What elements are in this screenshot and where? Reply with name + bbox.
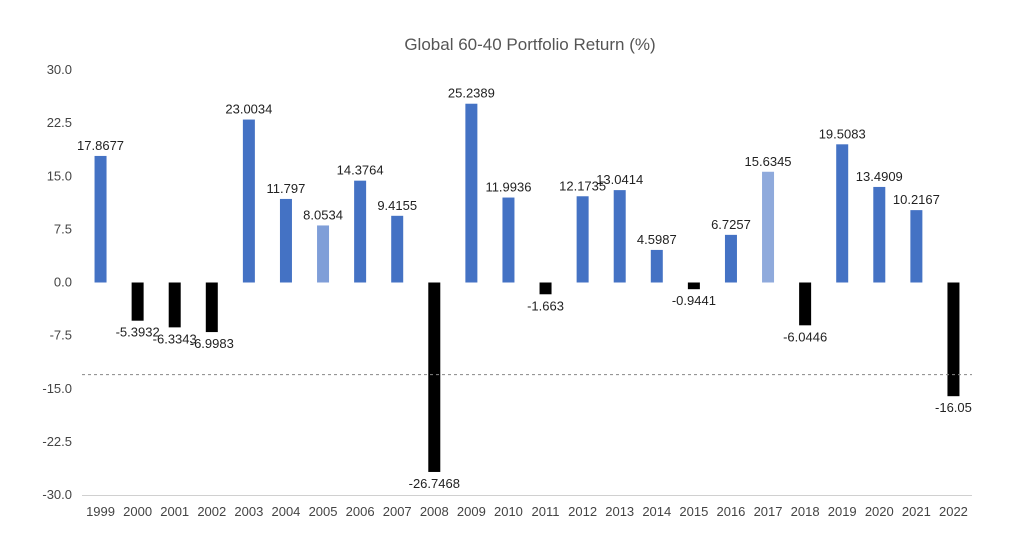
bar: [465, 103, 478, 283]
x-tick-label: 2020: [865, 504, 894, 519]
x-tick-label: 2014: [642, 504, 671, 519]
data-label: 8.0534: [303, 207, 343, 222]
data-label: -26.7468: [409, 476, 460, 491]
x-tick-label: 2006: [346, 504, 375, 519]
data-label: 10.2167: [893, 192, 940, 207]
bar: [687, 282, 700, 290]
data-label: 23.0034: [225, 102, 272, 117]
bar: [613, 190, 626, 283]
x-tick-label: 2021: [902, 504, 931, 519]
bar: [354, 180, 367, 283]
bar: [205, 282, 218, 333]
x-tick-label: 2022: [939, 504, 968, 519]
x-tick-label: 2003: [234, 504, 263, 519]
y-tick-label: 22.5: [47, 115, 72, 130]
bar: [428, 282, 441, 472]
data-label: 11.797: [267, 181, 306, 196]
data-label: 17.8677: [77, 138, 124, 153]
x-tick-label: 2010: [494, 504, 523, 519]
y-tick-label: 7.5: [54, 221, 72, 236]
bar: [724, 234, 737, 283]
data-label: 11.9936: [485, 180, 531, 195]
bar: [94, 155, 107, 283]
data-label: -6.9983: [190, 336, 234, 351]
x-tick-label: 2008: [420, 504, 449, 519]
y-tick-label: -15.0: [42, 381, 72, 396]
data-label: 19.5083: [819, 126, 866, 141]
bar: [279, 198, 292, 283]
data-label: 14.3764: [337, 163, 384, 178]
y-tick-label: 30.0: [47, 62, 72, 77]
data-label: 25.2389: [448, 86, 495, 101]
y-tick-label: 0.0: [54, 275, 72, 290]
chart-title: Global 60-40 Portfolio Return (%): [404, 35, 655, 54]
y-tick-label: -7.5: [50, 328, 72, 343]
data-label: 4.5987: [637, 232, 677, 247]
x-tick-label: 2019: [828, 504, 857, 519]
x-tick-label: 2011: [532, 504, 560, 519]
bar: [502, 197, 515, 283]
bar: [650, 249, 663, 283]
bars: [94, 103, 960, 472]
x-tick-label: 2013: [605, 504, 634, 519]
x-tick-label: 2009: [457, 504, 486, 519]
x-tick-label: 2002: [197, 504, 226, 519]
x-tick-label: 2017: [754, 504, 783, 519]
x-axis: 1999 2000 2001 2002 2003 2004 2005 2006 2007 2008…: [82, 495, 972, 519]
bar: [947, 282, 960, 397]
bar: [799, 282, 812, 326]
data-label: 13.4909: [856, 169, 903, 184]
bar: [131, 282, 144, 321]
data-label: -6.3343: [153, 331, 197, 346]
bar: [762, 171, 775, 283]
bar: [836, 144, 849, 283]
bar: [391, 215, 404, 283]
bar: [539, 282, 552, 295]
x-tick-label: 2001: [160, 504, 189, 519]
data-label: -0.9441: [672, 293, 716, 308]
x-tick-label: 1999: [86, 504, 115, 519]
data-label: 12.1735: [559, 178, 606, 193]
data-label: 6.7257: [711, 217, 751, 232]
data-label: -16.05: [935, 400, 972, 415]
x-tick-label: 2012: [568, 504, 597, 519]
x-tick-label: 2018: [791, 504, 820, 519]
bar: [168, 282, 181, 328]
y-tick-label: -22.5: [42, 434, 72, 449]
x-tick-label: 2000: [123, 504, 152, 519]
data-label: -1.663: [527, 298, 564, 313]
data-labels: 17.8677 -5.3932-6.3343-6.9983 23.0034 11.79…: [77, 86, 972, 491]
data-label: 13.0414: [596, 172, 643, 187]
bar: [873, 186, 886, 283]
bar: [910, 210, 923, 283]
x-tick-label: 2004: [271, 504, 300, 519]
y-tick-label: 15.0: [47, 168, 72, 183]
bar: [317, 225, 330, 283]
bar: [576, 196, 589, 283]
y-axis: 30.0 22.5 15.0 7.5 0.0 -7.5 -15.0 -22.5 -30.0: [42, 62, 72, 502]
x-tick-label: 2015: [679, 504, 708, 519]
x-tick-label: 2007: [383, 504, 412, 519]
x-tick-label: 2005: [309, 504, 338, 519]
y-tick-label: -30.0: [42, 487, 72, 502]
data-label: 15.6345: [745, 154, 792, 169]
bar: [242, 119, 255, 283]
data-label: -5.3932: [116, 325, 160, 340]
data-label: 9.4155: [377, 198, 417, 213]
x-tick-label: 2016: [716, 504, 745, 519]
data-label: -6.0446: [783, 329, 827, 344]
